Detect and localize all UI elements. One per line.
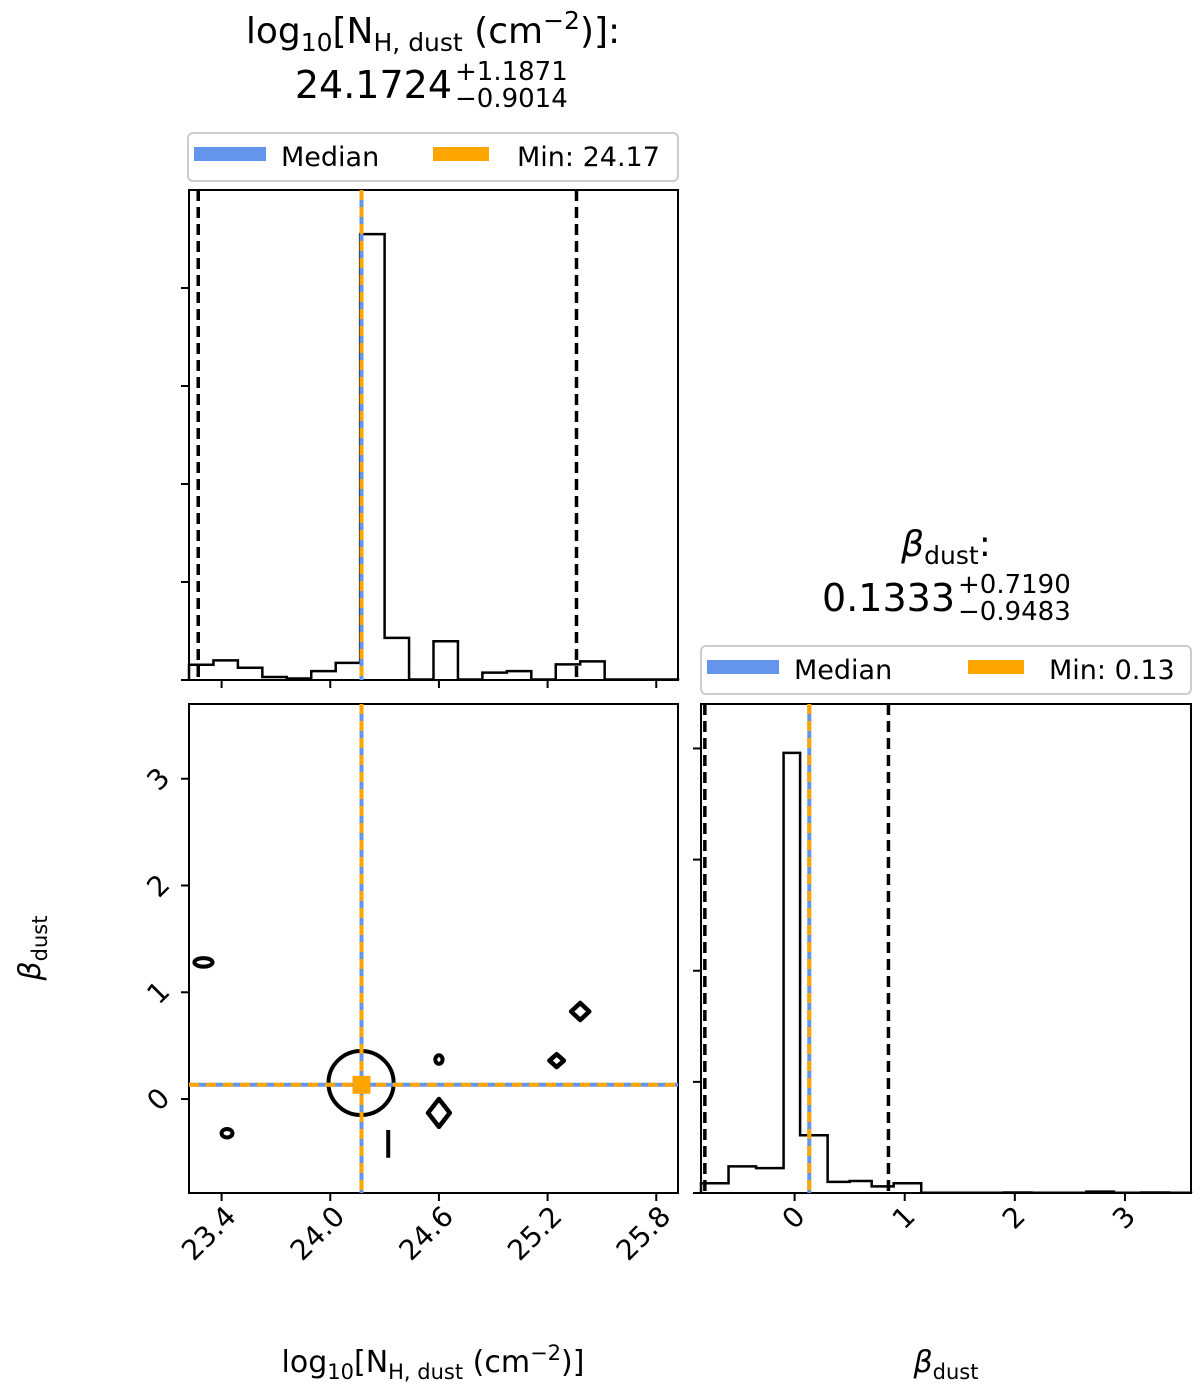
x-tick-label: 23.4 [175, 1200, 242, 1267]
panel1-title-plus: +1.1871 [455, 57, 568, 87]
x-tick-label: 24.0 [284, 1200, 351, 1267]
contour-ring [219, 1126, 235, 1140]
panel2-title-minus: −0.9483 [958, 597, 1071, 627]
x-tick-label: 25.8 [610, 1200, 677, 1267]
x-tick-label: 3 [1106, 1200, 1142, 1236]
panel2-marks: 0 1 2 3 [693, 704, 1193, 1236]
y-tick-label: 0 [140, 1081, 176, 1117]
legend-min-label: Min: 24.17 [517, 142, 660, 173]
panel3-contours [192, 956, 592, 1158]
legend-frame [700, 645, 1192, 695]
x-tick-label: 24.6 [392, 1200, 459, 1267]
panel2-title-line1: βdust: [900, 524, 991, 570]
histogram-steps [699, 751, 1193, 1195]
contour-ring [192, 956, 215, 969]
y-tick-label: 2 [140, 868, 176, 904]
panel1-title-line1: log10[NH, dust (cm−2)]: [246, 6, 620, 57]
contour-diamond [568, 1000, 592, 1023]
contour-ring [433, 1053, 445, 1066]
y-axis-label-left: βdust [13, 916, 52, 982]
legend-median-label: Median [794, 655, 892, 686]
x-tick-label: 0 [776, 1200, 812, 1236]
panel2-frame [700, 703, 1192, 1194]
legend-min-swatch [968, 660, 1024, 674]
panel3-marks: 23.4 24.0 24.6 25.2 25.8 0 1 2 3 [140, 704, 678, 1267]
x-axis-label-right: βdust [913, 1345, 979, 1384]
min-marker [352, 1075, 371, 1094]
legend-median-label: Median [281, 142, 379, 173]
x-tick-label: 25.2 [501, 1200, 568, 1267]
panel1-frame [188, 189, 679, 681]
x-tick-label: 2 [996, 1200, 1032, 1236]
y-tick-label: 1 [140, 975, 176, 1011]
panel2-legend: Median Min: 0.13 [700, 645, 1192, 695]
panel2-title-value: 0.1333 [822, 576, 955, 620]
panel1-legend: Median Min: 24.17 [187, 132, 679, 182]
panel3-frame [188, 703, 679, 1194]
panel1-title-value: 24.1724 [295, 63, 452, 107]
x-tick-label: 1 [886, 1200, 922, 1236]
panel1-marks [181, 190, 680, 688]
histogram-steps [187, 232, 680, 681]
panel2-title-plus: +0.7190 [958, 570, 1071, 600]
legend-min-swatch [433, 147, 489, 161]
x-axis-label-left: log10[NH, dust (cm−2)] [282, 1341, 585, 1384]
legend-median-swatch [194, 147, 266, 161]
legend-median-swatch [707, 660, 779, 674]
y-tick-label: 3 [140, 761, 176, 797]
contour-diamond [547, 1051, 567, 1070]
contour-diamond [425, 1096, 453, 1130]
panel1-title-minus: −0.9014 [455, 84, 568, 114]
legend-min-label: Min: 0.13 [1049, 655, 1175, 686]
